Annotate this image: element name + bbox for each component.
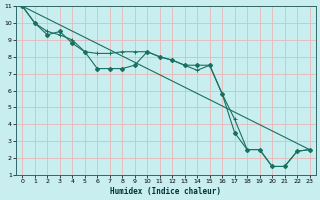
X-axis label: Humidex (Indice chaleur): Humidex (Indice chaleur) xyxy=(110,187,221,196)
